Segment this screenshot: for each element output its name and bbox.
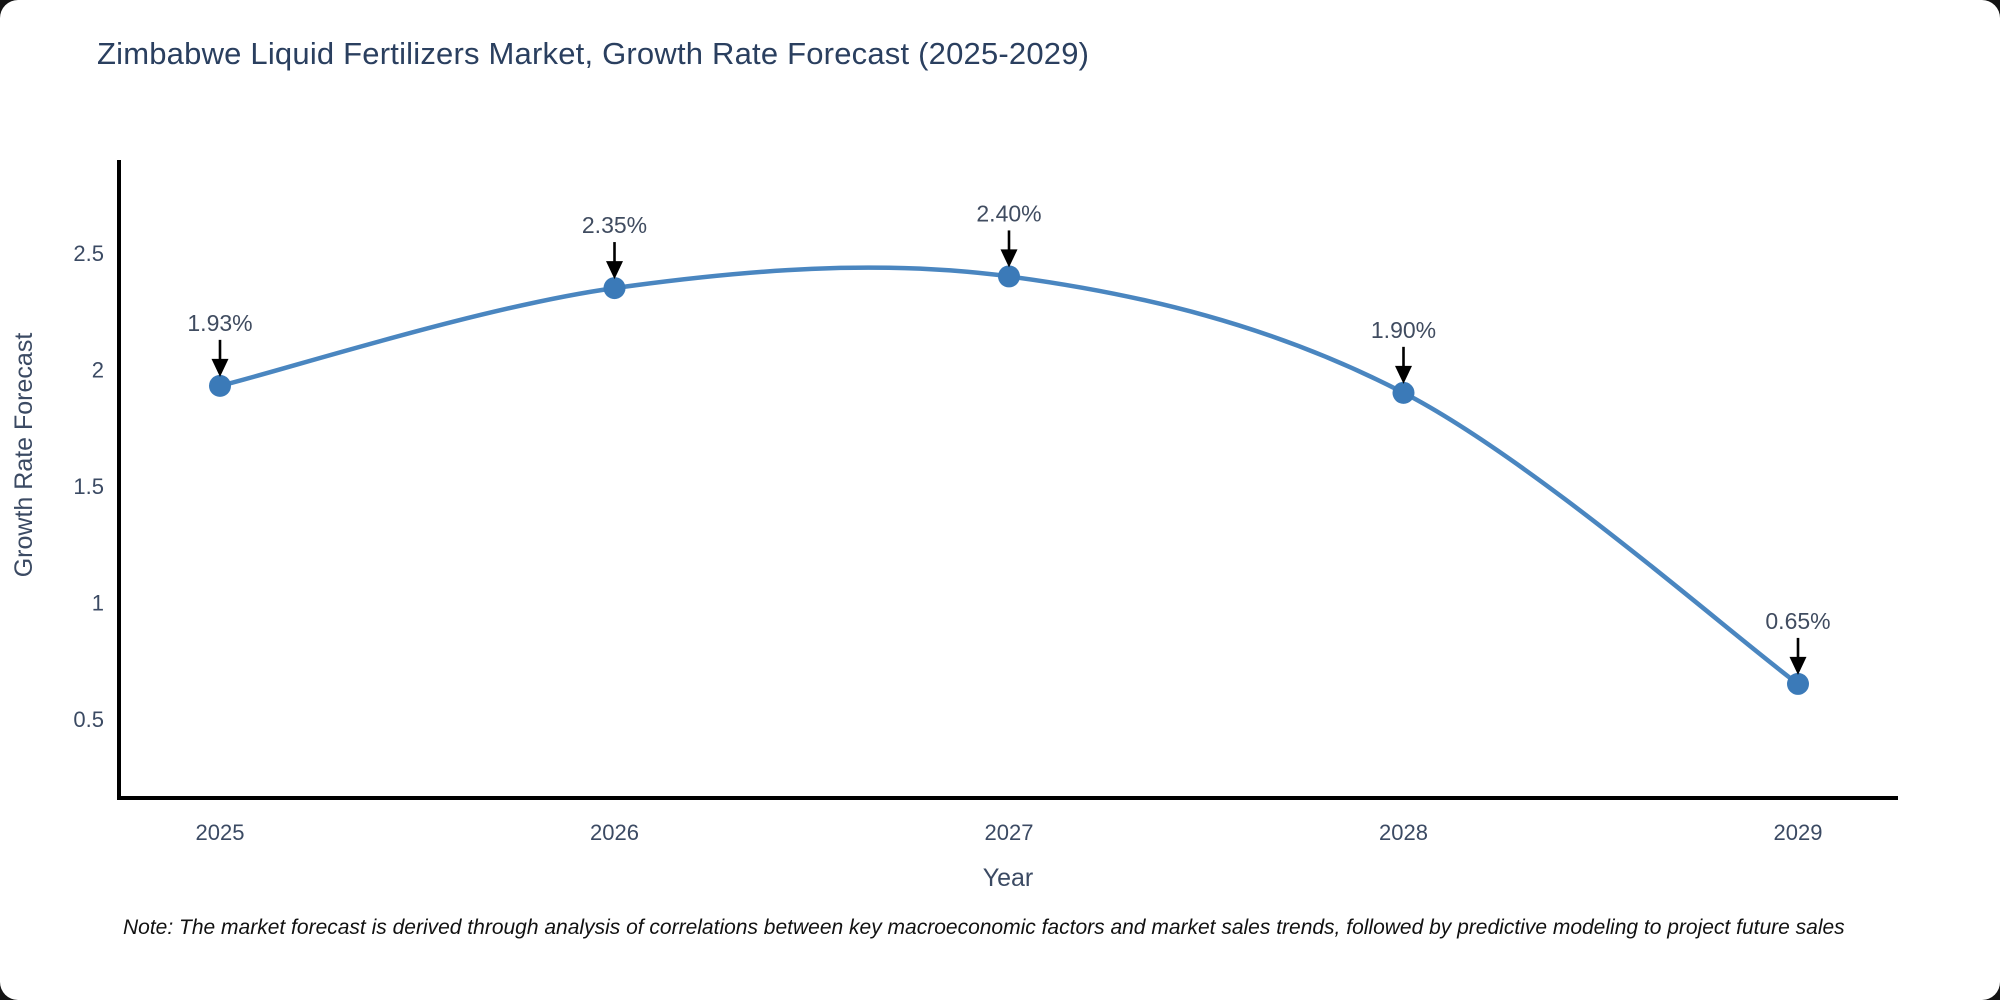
chart-footnote: Note: The market forecast is derived thr… [123, 916, 1845, 939]
data-point-marker [1787, 672, 1809, 695]
x-tick-label: 2025 [196, 820, 245, 845]
x-axis-title: Year [983, 864, 1034, 892]
y-tick-label: 2.5 [73, 241, 104, 266]
data-point-marker [998, 265, 1020, 288]
x-tick-label: 2029 [1774, 820, 1823, 845]
annotation-arrowhead-icon [606, 261, 623, 280]
x-tick-label: 2028 [1379, 820, 1428, 845]
data-point-label: 2.40% [976, 200, 1041, 226]
data-point-marker [1392, 381, 1415, 404]
annotation-arrowhead-icon [1000, 249, 1018, 268]
data-point-label: 1.90% [1371, 317, 1436, 343]
forecast-trend-line [217, 265, 1801, 687]
data-point-label: 2.35% [582, 212, 647, 238]
y-tick-label: 2 [92, 358, 104, 383]
data-point-marker [603, 277, 626, 300]
annotation-arrowhead-icon [1789, 656, 1807, 675]
y-tick-label: 1 [92, 590, 104, 615]
annotation-arrowhead-icon [1395, 365, 1412, 384]
data-point-label: 0.65% [1765, 608, 1830, 634]
data-point-marker [209, 374, 231, 397]
x-tick-label: 2026 [590, 820, 639, 845]
chart-title: Zimbabwe Liquid Fertilizers Market, Grow… [97, 36, 1090, 71]
data-point-label: 1.93% [187, 310, 252, 336]
x-tick-label: 2027 [985, 820, 1034, 845]
y-axis-title: Growth Rate Forecast [10, 333, 38, 578]
y-tick-label: 1.5 [73, 474, 104, 499]
annotation-arrowhead-icon [211, 358, 229, 377]
y-tick-label: 0.5 [73, 707, 104, 732]
